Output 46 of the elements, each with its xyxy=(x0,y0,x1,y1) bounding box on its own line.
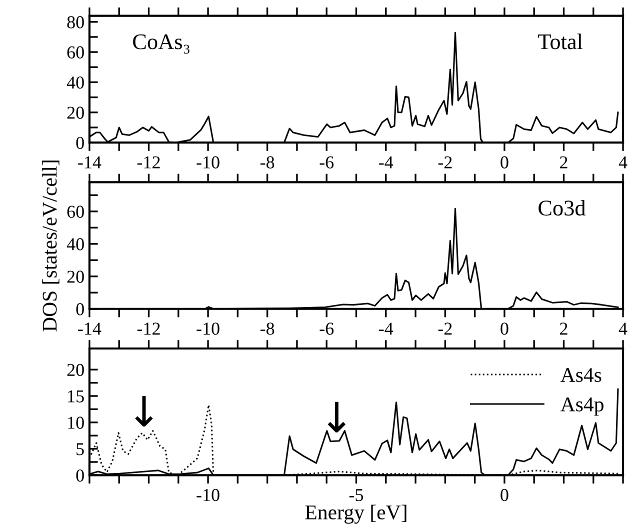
x-tick-label: -8 xyxy=(260,322,274,335)
annotation: ↓ xyxy=(135,396,153,427)
x-tick-label: -2 xyxy=(438,322,452,335)
x-tick-label: 0 xyxy=(500,322,508,335)
y-tick-label: 40 xyxy=(66,238,84,250)
y-tick-label: 0 xyxy=(76,469,84,482)
x-tick-label: -14 xyxy=(78,156,102,168)
x-tick-label: -2 xyxy=(438,156,452,168)
y-tick-label: 0 xyxy=(76,136,84,149)
x-tick-label: -6 xyxy=(320,322,334,335)
y-tick-label: 20 xyxy=(67,270,84,283)
annotation: Co3d xyxy=(538,200,586,216)
x-tick-label: -12 xyxy=(137,156,160,168)
x-axis-title: Energy [eV] xyxy=(305,504,406,524)
x-tick-label: -10 xyxy=(196,322,220,335)
x-tick-label: 0 xyxy=(500,156,508,168)
y-tick-label: 0 xyxy=(76,303,84,316)
annotation: ↓ xyxy=(328,402,346,432)
x-tick-label: -10 xyxy=(196,488,220,502)
x-tick-label: 2 xyxy=(560,156,568,168)
y-tick-label: 40 xyxy=(66,76,84,89)
x-tick-label: -5 xyxy=(349,489,364,502)
y-tick-label: 60 xyxy=(67,46,84,58)
x-tick-label: -10 xyxy=(196,156,220,168)
x-tick-label: -12 xyxy=(137,322,160,335)
x-tick-label: 4 xyxy=(618,156,628,168)
y-tick-label: 20 xyxy=(67,364,84,376)
x-tick-label: 2 xyxy=(560,322,568,335)
y-tick-label: 60 xyxy=(67,206,84,218)
annotation: CoAs₃ xyxy=(133,34,190,54)
annotation: Total xyxy=(538,34,583,50)
x-tick-label: -4 xyxy=(379,322,394,335)
x-tick-label: -8 xyxy=(260,156,274,168)
x-tick-label: 4 xyxy=(618,322,628,335)
x-tick-label: -6 xyxy=(320,156,334,168)
legend-label: As4p xyxy=(560,397,604,416)
y-tick-label: 5 xyxy=(76,443,84,456)
x-tick-label: 0 xyxy=(500,488,508,502)
legend-label: As4s xyxy=(560,368,602,382)
x-tick-label: -14 xyxy=(78,322,102,335)
y-tick-label: 80 xyxy=(67,16,84,28)
x-tick-label: -4 xyxy=(379,156,394,168)
y-tick-label: 20 xyxy=(67,106,84,119)
y-tick-label: 15 xyxy=(68,390,84,402)
y-tick-label: 10 xyxy=(68,416,84,429)
y-axis-title: DOS [states/eV/cell] xyxy=(42,160,60,332)
